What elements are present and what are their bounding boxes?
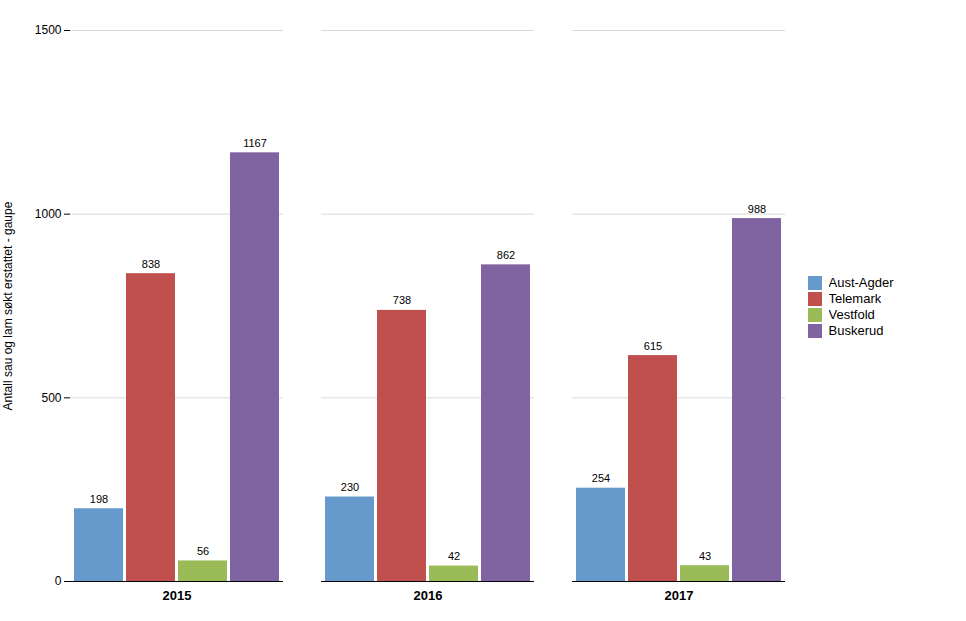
svg-text:2017: 2017 bbox=[665, 588, 694, 603]
svg-text:56: 56 bbox=[197, 545, 209, 557]
html-text:Telemark: Telemark bbox=[828, 291, 882, 307]
svg-text:43: 43 bbox=[699, 550, 711, 562]
svg-text:198: 198 bbox=[90, 493, 108, 505]
svg-text:Antall sau og lam søkt erstatt: Antall sau og lam søkt erstattet - gaupe bbox=[1, 201, 15, 410]
svg-text:1000: 1000 bbox=[35, 207, 62, 221]
svg-text:2015: 2015 bbox=[163, 588, 192, 603]
svg-text:738: 738 bbox=[393, 294, 411, 306]
svg-text:2016: 2016 bbox=[414, 588, 443, 603]
svg-text:615: 615 bbox=[644, 340, 662, 352]
html-text:Vestfold: Vestfold bbox=[828, 307, 875, 323]
svg-text:500: 500 bbox=[41, 391, 61, 405]
svg-text:0: 0 bbox=[55, 574, 62, 588]
svg-text:254: 254 bbox=[592, 472, 610, 484]
html-text:Aust-Agder: Aust-Agder bbox=[828, 275, 894, 291]
svg-text:42: 42 bbox=[448, 550, 460, 562]
svg-text:1167: 1167 bbox=[243, 137, 267, 149]
svg-text:988: 988 bbox=[748, 203, 766, 215]
svg-text:230: 230 bbox=[341, 481, 359, 493]
html-text:Buskerud: Buskerud bbox=[828, 323, 884, 339]
svg-text:862: 862 bbox=[497, 249, 515, 261]
svg-text:1500: 1500 bbox=[35, 23, 62, 37]
svg-text:838: 838 bbox=[142, 258, 160, 270]
